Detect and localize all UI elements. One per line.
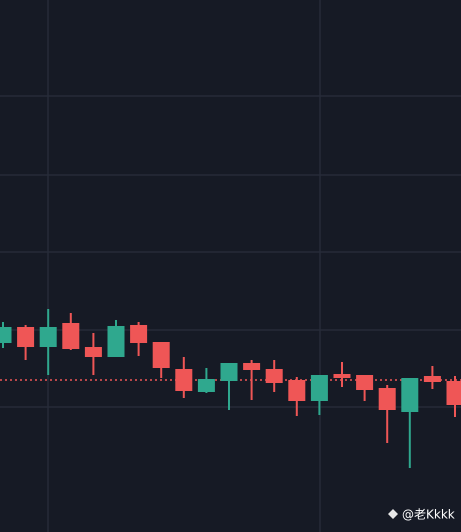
watermark-icon — [388, 509, 398, 519]
watermark-text: @老Kkkk — [402, 508, 455, 522]
candle-body — [378, 388, 396, 410]
candle-body — [62, 323, 80, 349]
candle-body — [243, 363, 261, 370]
watermark: @老Kkkk — [388, 508, 455, 522]
candle-body — [84, 347, 102, 357]
candle-body — [288, 380, 306, 401]
candle-body — [265, 369, 283, 383]
candle-body — [107, 326, 125, 357]
candle-body — [130, 325, 148, 343]
candle-body — [446, 381, 461, 405]
candle-body — [220, 363, 238, 381]
candle-body — [175, 369, 193, 391]
candle-body — [39, 327, 57, 347]
candle-body — [0, 327, 12, 343]
candle-body — [401, 378, 419, 412]
candle-body — [197, 379, 215, 392]
candle-body — [356, 375, 374, 390]
candle-body — [333, 374, 351, 378]
candle-body — [17, 327, 35, 347]
candle-body — [423, 376, 441, 382]
candle-body — [152, 342, 170, 368]
candles — [0, 309, 461, 468]
candle-body — [310, 375, 328, 401]
